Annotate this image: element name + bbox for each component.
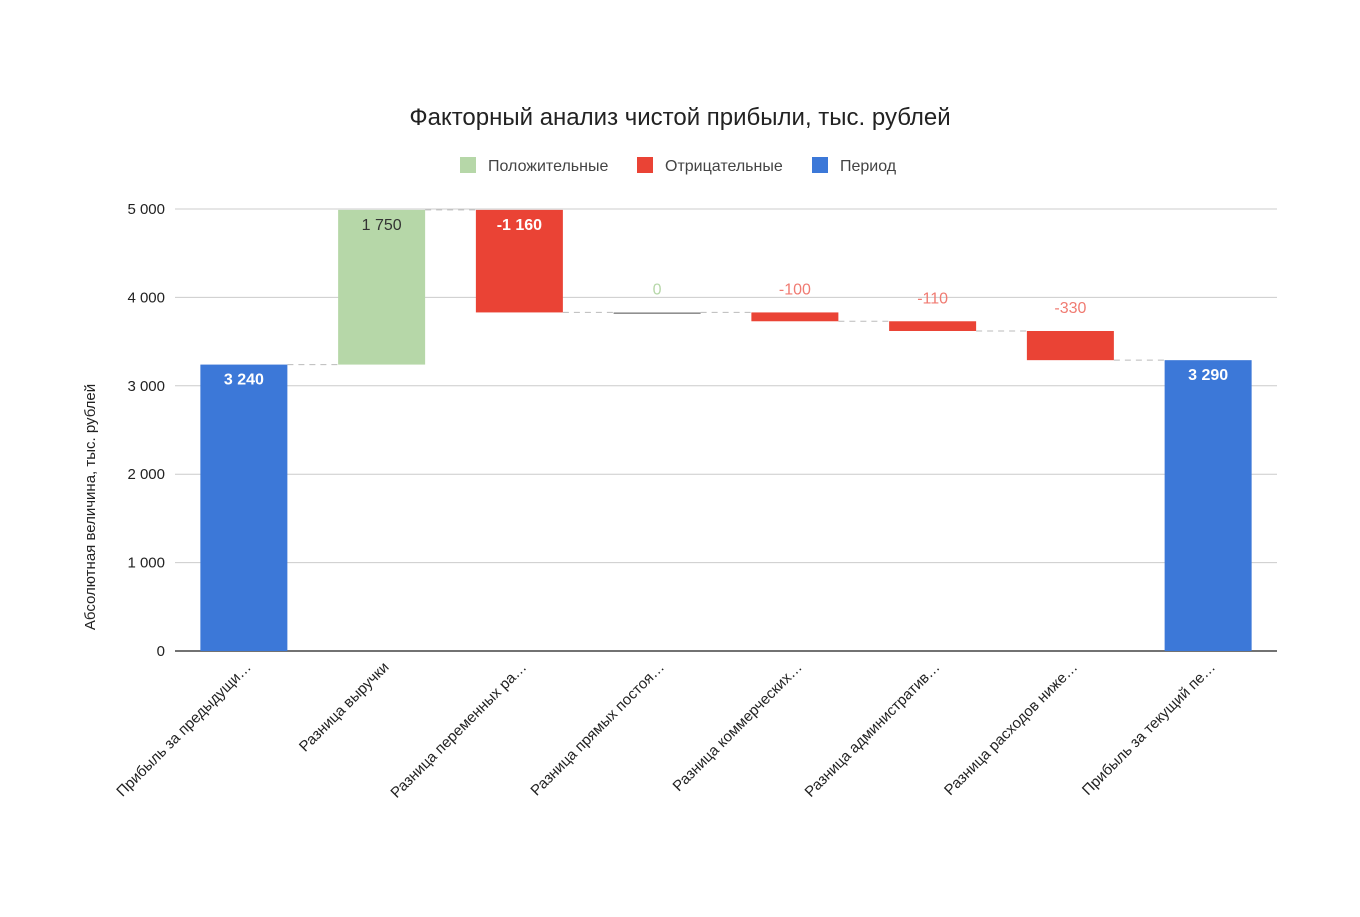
data-label-3: 0: [653, 281, 662, 298]
y-tick-label: 0: [157, 643, 165, 660]
chart-title: Факторный анализ чистой прибыли, тыс. ру…: [409, 104, 950, 131]
data-label-1: 1 750: [362, 217, 402, 234]
legend-label-0: Положительные: [488, 158, 608, 175]
data-label-2: -1 160: [497, 217, 542, 234]
legend-swatch-2: [812, 157, 828, 173]
connectors: [287, 209, 1165, 366]
data-label-5: -110: [917, 290, 948, 307]
y-tick-label: 2 000: [127, 466, 165, 483]
x-tick-label-7: Прибыль за текущий пе…: [1079, 659, 1219, 799]
x-tick-label-2: Разница переменных ра…: [387, 659, 530, 802]
x-tick-label-3: Разница прямых постоя…: [527, 659, 667, 799]
y-tick-label: 4 000: [127, 289, 165, 306]
y-tick-label: 5 000: [127, 201, 165, 218]
legend-swatch-1: [637, 157, 653, 173]
gridlines: 0 1 000 2 000 3 000 4 000 5 000: [127, 201, 1277, 660]
x-tick-label-0: Прибыль за предыдущи…: [113, 659, 254, 800]
bar-6: [1026, 330, 1114, 361]
x-tick-label-4: Разница коммерческих…: [670, 659, 806, 795]
y-axis-title: Абсолютная величина, тыс. рублей: [82, 384, 99, 630]
bar-5: [889, 321, 977, 331]
legend-swatch-0: [460, 157, 476, 173]
legend-label-2: Период: [840, 158, 897, 175]
bar-4: [751, 312, 839, 322]
data-label-6: -330: [1054, 300, 1086, 317]
x-tick-label-1: Разница выручки: [296, 659, 393, 756]
data-label-7: 3 290: [1188, 367, 1228, 384]
bar-7: [1164, 360, 1252, 651]
legend-label-1: Отрицательные: [665, 158, 783, 175]
data-labels: 3 240 1 750 -1 160 0 -100 -110 -330 3 290: [224, 217, 1228, 389]
bar-1: [338, 209, 426, 365]
x-axis-labels: Прибыль за предыдущи… Разница выручкиРазн…: [113, 659, 1219, 802]
bar-2: [475, 209, 563, 313]
bar-0: [200, 364, 288, 651]
bars: [200, 209, 1252, 651]
x-tick-label-5: Разница административ…: [802, 659, 944, 801]
data-label-4: -100: [779, 281, 811, 298]
x-tick-label-6: Разница расходов ниже…: [941, 659, 1081, 799]
y-tick-label: 1 000: [127, 555, 165, 572]
legend: Положительные Отрицательные Период: [460, 157, 897, 175]
data-label-0: 3 240: [224, 372, 264, 389]
bar-3: [613, 312, 701, 314]
y-tick-label: 3 000: [127, 378, 165, 395]
